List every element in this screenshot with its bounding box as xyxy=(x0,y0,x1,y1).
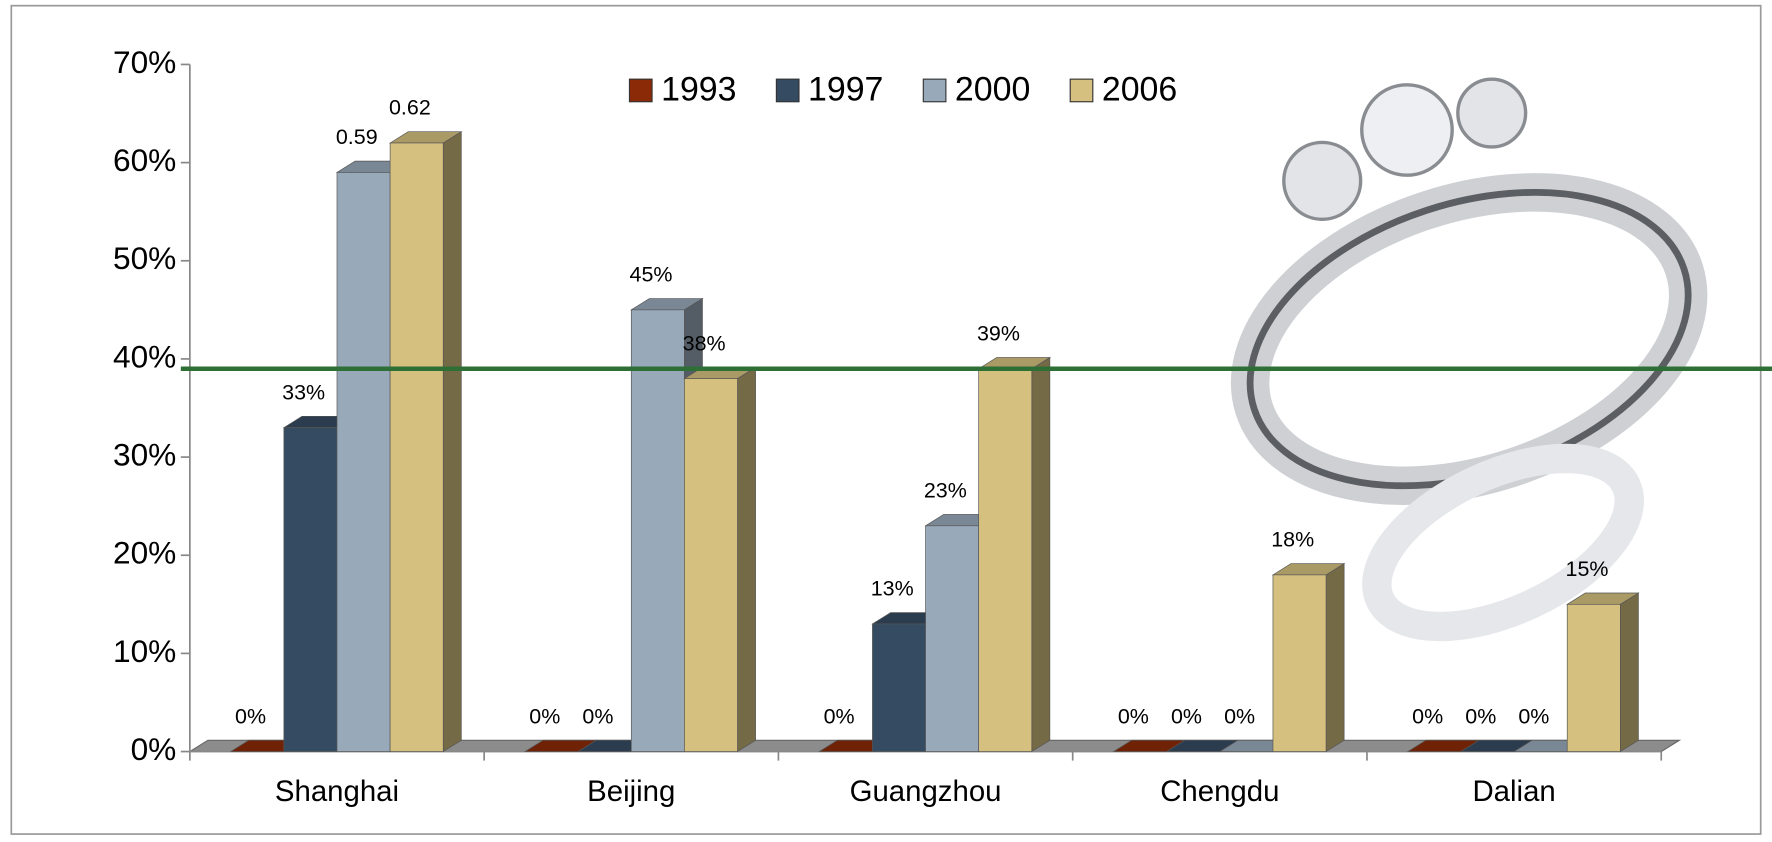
bar-3d xyxy=(1566,592,1640,753)
value-label: 0% xyxy=(529,704,560,728)
stone xyxy=(1282,140,1363,221)
value-label: 0.62 xyxy=(389,96,431,120)
legend-label: 2006 xyxy=(1102,71,1177,109)
value-label: 0.59 xyxy=(336,125,378,149)
bar xyxy=(978,368,1033,752)
stone xyxy=(1456,77,1528,149)
value-label: 23% xyxy=(924,479,967,503)
x-tick-label: Dalian xyxy=(1472,775,1555,808)
value-label: 0% xyxy=(235,704,266,728)
y-tick-label: 70% xyxy=(113,44,176,80)
value-label: 18% xyxy=(1271,528,1314,552)
bar-side xyxy=(442,131,462,753)
x-tick-label: Shanghai xyxy=(275,775,399,808)
y-tick-label: 50% xyxy=(113,240,176,276)
bar-side xyxy=(1325,562,1345,753)
legend-label: 1993 xyxy=(661,71,736,109)
value-label: 0% xyxy=(1518,704,1549,728)
bar xyxy=(1272,574,1327,752)
bar xyxy=(630,309,685,752)
bar xyxy=(925,525,980,752)
value-label: 38% xyxy=(683,331,726,355)
value-label: 0% xyxy=(1118,704,1149,728)
legend-swatch xyxy=(1069,78,1094,103)
bar-3d xyxy=(683,366,757,753)
value-label: 0% xyxy=(1412,704,1443,728)
bar xyxy=(684,378,738,752)
value-label: 0% xyxy=(1224,704,1255,728)
bar-3d xyxy=(977,356,1052,753)
legend-swatch xyxy=(628,78,653,103)
legend-swatch xyxy=(775,78,800,103)
bar-3d xyxy=(388,131,463,753)
legend-label: 1997 xyxy=(808,71,883,109)
x-tick-label: Chengdu xyxy=(1160,775,1279,808)
x-tick-label: Beijing xyxy=(587,775,675,808)
y-tick-label: 40% xyxy=(113,338,176,374)
bar xyxy=(872,623,926,752)
legend-swatch xyxy=(922,78,947,103)
value-label: 13% xyxy=(871,577,914,601)
bar-side xyxy=(737,366,756,753)
value-label: 15% xyxy=(1566,557,1609,581)
bar xyxy=(283,427,338,752)
ring-reflection xyxy=(1362,443,1644,642)
value-label: 0% xyxy=(582,704,613,728)
value-label: 45% xyxy=(630,263,673,287)
bar-side xyxy=(1620,592,1639,753)
value-label: 0% xyxy=(1465,704,1496,728)
bar-3d xyxy=(1271,562,1346,753)
y-tick-label: 10% xyxy=(113,633,176,669)
value-label: 33% xyxy=(282,380,325,404)
y-tick-label: 0% xyxy=(131,731,177,767)
value-label: 39% xyxy=(977,322,1020,346)
ring-picture xyxy=(1230,77,1708,642)
bar xyxy=(1566,603,1621,752)
bar xyxy=(336,172,391,752)
stone xyxy=(1360,83,1454,177)
y-tick-label: 60% xyxy=(113,142,176,178)
value-label: 0% xyxy=(1171,704,1202,728)
y-tick-label: 30% xyxy=(113,436,176,472)
y-tick-label: 20% xyxy=(113,535,176,571)
bar-side xyxy=(1031,356,1051,753)
bar xyxy=(389,142,444,752)
x-tick-label: Guangzhou xyxy=(850,775,1002,808)
legend-label: 2000 xyxy=(955,71,1030,109)
value-label: 0% xyxy=(824,704,855,728)
